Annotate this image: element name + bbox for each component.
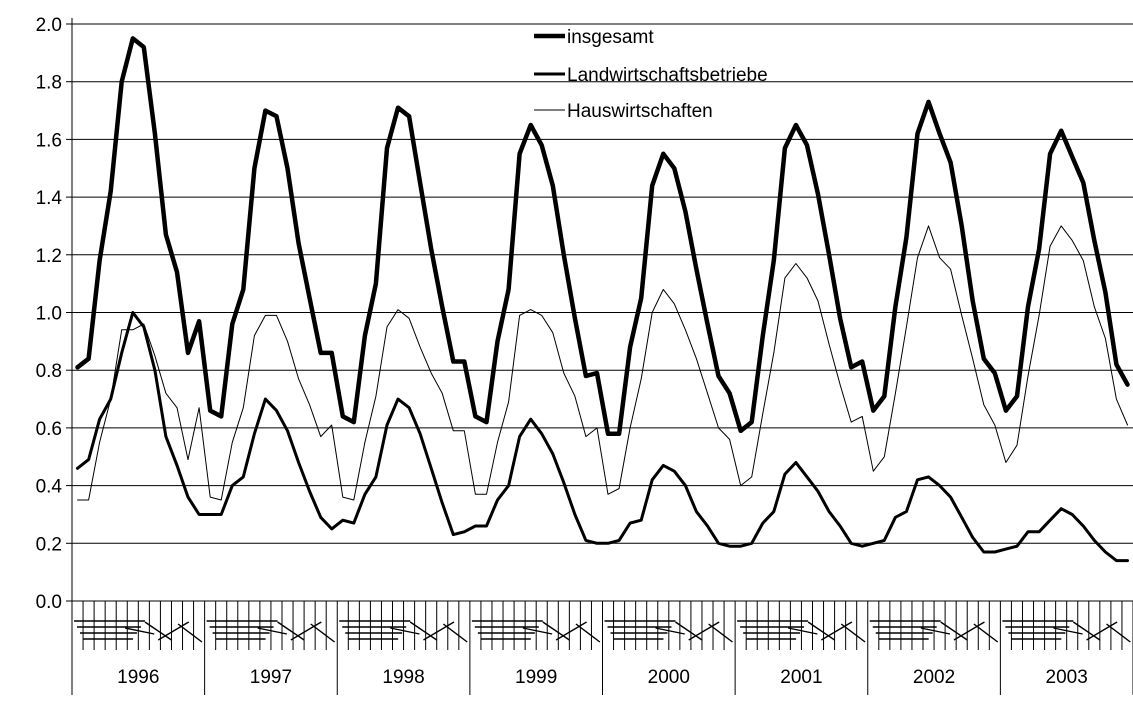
year-label: 1999 (515, 667, 557, 688)
y-tick-label: 1.6 (36, 130, 62, 151)
y-axis: 0.0 0.2 0.4 0.6 0.8 1.0 1.2 1.4 1.6 1.8 2.0 (36, 15, 73, 613)
legend: insgesamt Landwirtschaftsbetriebe Hauswirt… (534, 27, 768, 122)
year-label: 1997 (250, 667, 292, 688)
y-tick-label: 1.4 (36, 188, 63, 209)
year-label: 2000 (648, 667, 690, 688)
legend-label: Hauswirtschaften (567, 101, 713, 122)
series-line-insgesamt (75, 36, 1130, 436)
x-month-label-mark (277, 621, 305, 641)
x-month-label-mark (144, 621, 172, 641)
y-tick-label: 1.0 (36, 304, 62, 325)
year-label: 2001 (780, 667, 822, 688)
year-label: 2003 (1046, 667, 1088, 688)
x-month-label-mark (555, 621, 587, 641)
y-tick-label: 0.0 (36, 592, 62, 613)
x-month-label-mark (423, 621, 455, 641)
y-tick-label: 0.8 (36, 361, 62, 382)
series-line-hauswirtschaften (77, 225, 1128, 501)
x-month-label-mark (920, 627, 951, 635)
year-label: 1996 (117, 667, 159, 688)
x-month-label-mark (390, 627, 420, 635)
legend-label: Landwirtschaftsbetriebe (567, 65, 768, 86)
x-month-label-mark (442, 623, 468, 643)
x-month-label-mark (820, 621, 853, 641)
x-month-label-mark (1053, 627, 1083, 635)
x-month-label-mark (953, 621, 985, 641)
y-tick-label: 1.8 (36, 73, 62, 94)
y-tick-label: 0.2 (36, 534, 62, 555)
x-month-label-mark (542, 621, 570, 641)
x-month-label-mark (840, 623, 866, 643)
x-month-label-mark (257, 627, 287, 635)
y-tick-label: 0.6 (36, 419, 62, 440)
x-month-label-mark (124, 627, 155, 635)
y-tick-label: 0.4 (36, 477, 63, 498)
x-month-label-mark (575, 623, 601, 643)
x-month-label-mark (522, 627, 553, 635)
x-month-label-mark (807, 621, 835, 641)
series-line-landwirtschaftsbetriebe (76, 311, 1129, 563)
x-month-label-mark (1106, 623, 1131, 643)
year-label: 1998 (382, 667, 424, 688)
x-month-label-mark (688, 621, 720, 641)
x-month-label-mark (675, 621, 703, 641)
y-tick-label: 1.2 (36, 246, 62, 267)
year-label: 2002 (913, 667, 955, 688)
x-month-label-mark (1086, 621, 1118, 641)
x-month-label-mark (310, 623, 336, 643)
x-month-label-mark (708, 623, 733, 643)
y-tick-label: 2.0 (36, 15, 62, 36)
x-month-label-mark (157, 621, 190, 641)
series-lines (75, 36, 1130, 563)
x-month-label-mark (788, 627, 818, 635)
x-axis: 1996 1997 1998 1999 2000 2001 2002 2003 (71, 600, 1133, 695)
x-month-label-mark (177, 623, 203, 643)
x-month-label-mark (655, 627, 685, 635)
legend-label: insgesamt (567, 27, 654, 48)
x-month-label-mark (409, 621, 438, 641)
x-month-label-mark (940, 621, 968, 641)
x-month-label-mark (1072, 621, 1101, 641)
x-month-label-mark (973, 623, 999, 643)
x-month-label-mark (290, 621, 322, 641)
